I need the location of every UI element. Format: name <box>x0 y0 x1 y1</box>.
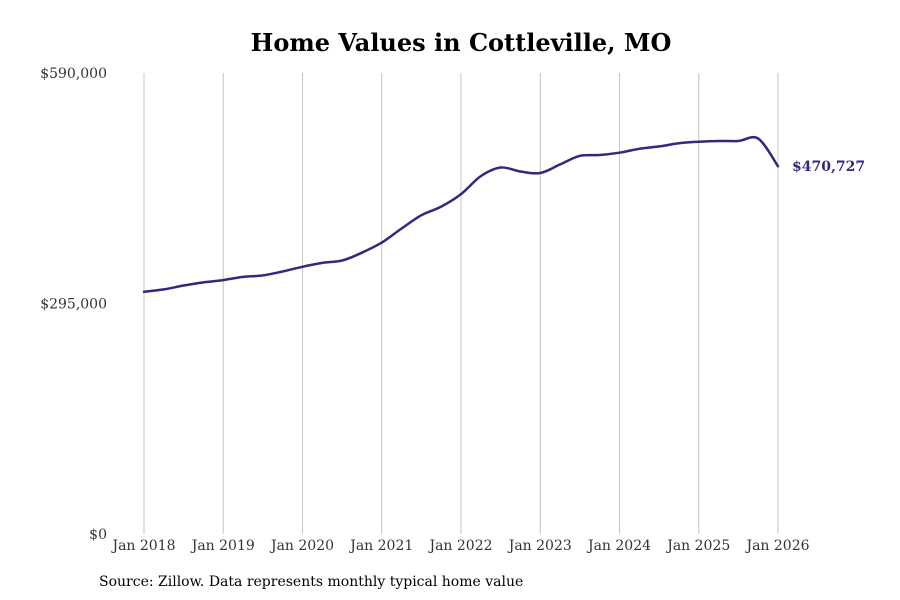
y-tick-label: $590,000 <box>40 66 107 82</box>
x-tick-label: Jan 2026 <box>744 538 809 554</box>
end-value-label: $470,727 <box>792 159 865 175</box>
x-tick-label: Jan 2019 <box>190 538 255 554</box>
x-tick-label: Jan 2024 <box>586 538 651 554</box>
x-tick-label: Jan 2021 <box>348 538 413 554</box>
x-tick-label: Jan 2023 <box>507 538 572 554</box>
y-tick-label: $0 <box>89 527 107 543</box>
x-tick-label: Jan 2022 <box>427 538 492 554</box>
x-tick-label: Jan 2025 <box>665 538 730 554</box>
x-tick-label: Jan 2020 <box>269 538 334 554</box>
x-tick-label: Jan 2018 <box>110 538 175 554</box>
series-line <box>142 135 780 294</box>
chart-title: Home Values in Cottleville, MO <box>250 28 672 57</box>
y-tick-label: $295,000 <box>40 297 107 313</box>
source-note: Source: Zillow. Data represents monthly … <box>99 574 524 590</box>
